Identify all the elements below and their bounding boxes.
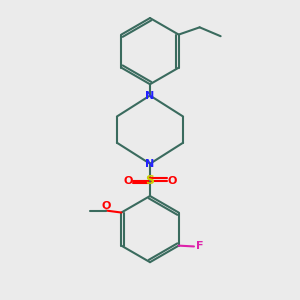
Text: O: O [101,201,111,211]
Text: N: N [146,91,154,100]
Text: N: N [146,159,154,169]
Text: O: O [123,176,133,186]
Text: O: O [167,176,177,186]
Text: F: F [196,242,203,251]
Text: S: S [146,174,154,187]
